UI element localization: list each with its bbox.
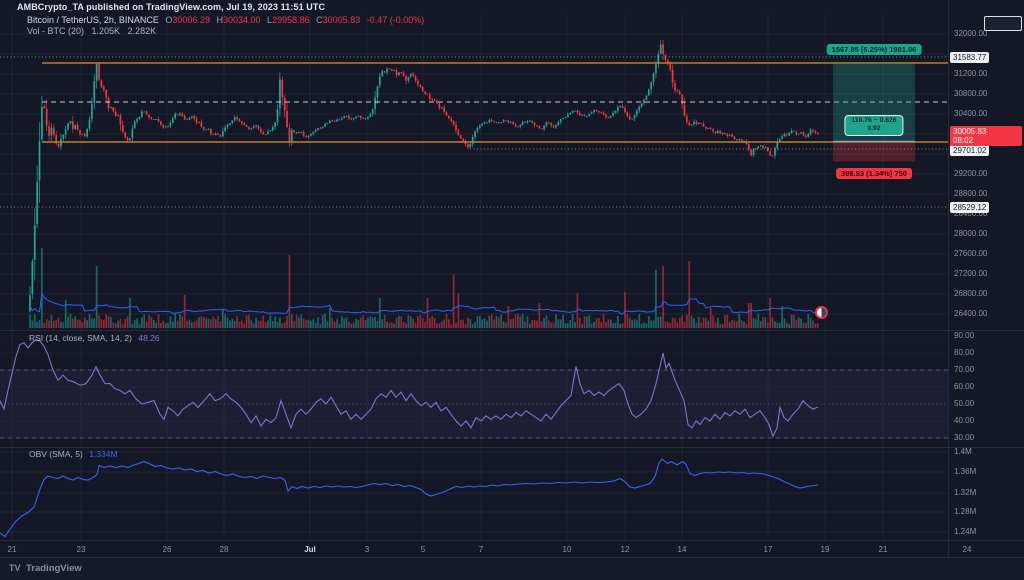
rsi-tick: 70.00: [954, 365, 975, 374]
obv-tick: 1.32M: [954, 488, 977, 497]
time-tick: 5: [420, 545, 426, 554]
time-tick: 14: [677, 545, 687, 554]
time-tick: 10: [562, 545, 572, 554]
price-line-label: 31583.77: [950, 52, 990, 63]
close-label: C: [316, 15, 323, 25]
long-position-tool[interactable]: [833, 63, 915, 162]
price-tick: 30400.00: [954, 109, 988, 118]
rsi-tick: 60.00: [954, 382, 975, 391]
time-tick: 23: [76, 545, 86, 554]
price-tick: 30800.00: [954, 89, 988, 98]
time-tick: 26: [162, 545, 172, 554]
high-label: H: [216, 15, 223, 25]
volume-bars-layer: [29, 248, 819, 328]
rsi-pane[interactable]: [0, 331, 948, 447]
time-tick: Jul: [304, 545, 316, 554]
open-label: O: [165, 15, 173, 25]
obv-tick: 1.24M: [954, 527, 977, 536]
price-tick: 28800.00: [954, 189, 988, 198]
publish-line: AMBCrypto_TA published on TradingView.co…: [17, 2, 326, 12]
time-tick: 24: [962, 545, 972, 554]
price-tick: 26800.00: [954, 289, 988, 298]
time-tick: 7: [478, 545, 484, 554]
rsi-tick: 40.00: [954, 416, 975, 425]
current-price-label: 30005.83 08:02: [950, 126, 1022, 147]
position-stop-label: 399.53 (1.34%) 750: [836, 168, 912, 179]
price-line-label: 29701.02: [950, 145, 990, 156]
rsi-value: 48.26: [138, 333, 160, 343]
time-tick: 21: [7, 545, 17, 554]
obv-tick: 1.28M: [954, 507, 977, 516]
symbol-legend: Bitcoin / TetherUS, 2h, BINANCE O30006.2…: [27, 15, 424, 25]
low-label: L: [267, 15, 273, 25]
price-tick: 32000.00: [954, 29, 988, 38]
candles-layer: [29, 40, 819, 313]
publish-bar: AMBCrypto_TA published on TradingView.co…: [0, 0, 1024, 14]
rsi-title[interactable]: RSI (14, close, SMA, 14, 2): [29, 333, 132, 343]
volume-value: 1.205K: [91, 26, 121, 36]
obv-line: [0, 458, 819, 538]
rsi-tick: 50.00: [954, 399, 975, 408]
time-tick: 17: [763, 545, 773, 554]
rsi-band: [0, 370, 948, 438]
rsi-header: RSI (14, close, SMA, 14, 2) 48.26: [29, 333, 160, 343]
event-marker-icon[interactable]: [815, 306, 828, 319]
price-tick: 28400.00: [954, 209, 988, 218]
low-value: 29958.86: [272, 15, 310, 25]
position-loss-zone[interactable]: [833, 141, 915, 162]
time-tick: 19: [820, 545, 830, 554]
time-tick: 12: [620, 545, 630, 554]
axis-empty-label: [984, 16, 1022, 31]
volume-indicator-title[interactable]: Vol - BTC (20): [27, 26, 85, 36]
volume-ma-value: 2.282K: [127, 26, 157, 36]
time-tick: 28: [219, 545, 229, 554]
position-target-label: 1567.85 (5.25%) 1981.06: [826, 44, 922, 55]
rsi-tick: 80.00: [954, 348, 975, 357]
rsi-tick: 30.00: [954, 433, 975, 442]
price-tick: 28000.00: [954, 229, 988, 238]
rsi-tick: 90.00: [954, 331, 975, 340]
current-price-value: 30005.83: [953, 127, 987, 136]
open-value: 30006.29: [172, 15, 210, 25]
high-value: 30034.00: [222, 15, 261, 25]
pane-separator-rsi-obv[interactable]: [0, 447, 1024, 448]
pane-separator-price-rsi[interactable]: [0, 330, 1024, 331]
obv-value: 1.334M: [89, 449, 118, 459]
footer-bar: TV TradingView: [0, 558, 1024, 580]
position-qty-line1: 118.76 ~ 0.626: [851, 117, 897, 124]
obv-tick: 1.4M: [954, 447, 972, 456]
obv-title[interactable]: OBV (SMA, 5): [29, 449, 83, 459]
change-value: -0.47 (-0.00%): [366, 15, 425, 25]
obv-pane[interactable]: [0, 447, 948, 540]
pane-separator-obv-timeaxis: [0, 540, 1024, 541]
time-tick: 21: [878, 545, 888, 554]
price-line-label: 28529.12: [950, 202, 990, 213]
price-tick: 27600.00: [954, 249, 988, 258]
rsi-line: [0, 338, 819, 438]
volume-ma-line: [29, 292, 818, 315]
volume-legend: Vol - BTC (20) 1.205K 2.282K: [27, 26, 156, 36]
position-qty-label[interactable]: 118.76 ~ 0.626 3.92: [844, 115, 904, 136]
price-axis-separator: [948, 0, 949, 558]
footer-separator: [0, 557, 1024, 558]
symbol-title[interactable]: Bitcoin / TetherUS, 2h, BINANCE: [27, 15, 159, 25]
price-tick: 27200.00: [954, 269, 988, 278]
price-pane[interactable]: [0, 14, 948, 330]
obv-tick: 1.36M: [954, 467, 977, 476]
price-tick: 29200.00: [954, 169, 988, 178]
obv-header: OBV (SMA, 5) 1.334M: [29, 449, 118, 459]
position-risk-reward: 3.92: [867, 125, 881, 133]
tradingview-brand[interactable]: TradingView: [26, 563, 82, 574]
tradingview-logo-icon[interactable]: TV: [9, 563, 21, 573]
price-tick: 31200.00: [954, 69, 988, 78]
time-tick: 3: [364, 545, 370, 554]
price-tick: 26400.00: [954, 309, 988, 318]
bar-countdown: 08:02: [953, 136, 974, 146]
close-value: 30005.83: [322, 15, 361, 25]
